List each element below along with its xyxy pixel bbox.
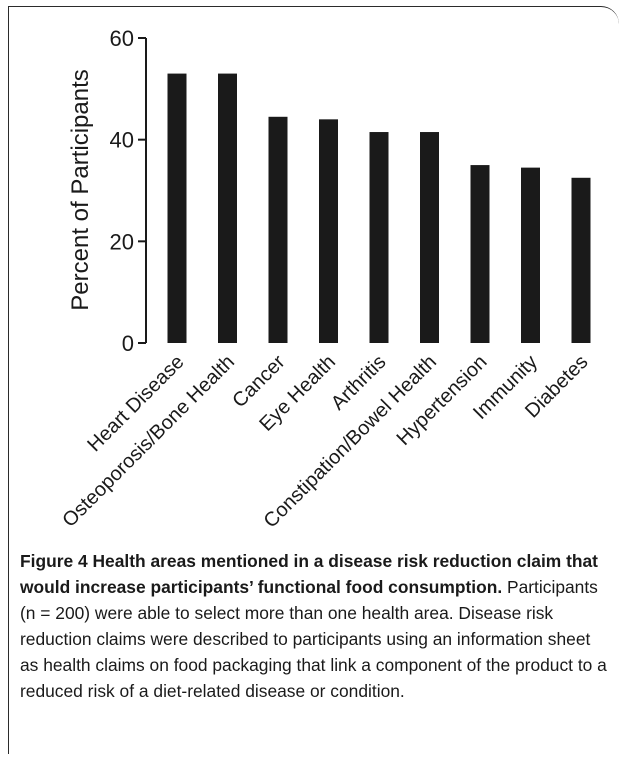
bar [268, 116, 288, 344]
y-tick-label: 0 [122, 331, 134, 356]
bar [521, 167, 540, 343]
figure-label: Figure 4 [20, 551, 88, 571]
bar [420, 132, 439, 343]
bars [167, 73, 591, 344]
figure-caption: Figure 4 Health areas mentioned in a dis… [20, 548, 610, 704]
bar [470, 165, 490, 343]
figure-text: Participants (n = 200) were able to sele… [20, 577, 607, 701]
y-axis-label: Percent of Participants [67, 69, 94, 310]
bar [218, 73, 237, 343]
bar [571, 177, 591, 343]
figure-frame [8, 6, 619, 754]
bar [369, 132, 389, 343]
y-tick-label: 40 [110, 128, 134, 153]
y-tick-label: 60 [110, 26, 134, 51]
bar [319, 119, 338, 343]
y-axis: 0 20 40 60 [110, 26, 147, 356]
bar [167, 73, 187, 343]
figure-title: Health areas mentioned in a disease risk… [20, 551, 598, 597]
y-tick-label: 20 [110, 229, 134, 254]
